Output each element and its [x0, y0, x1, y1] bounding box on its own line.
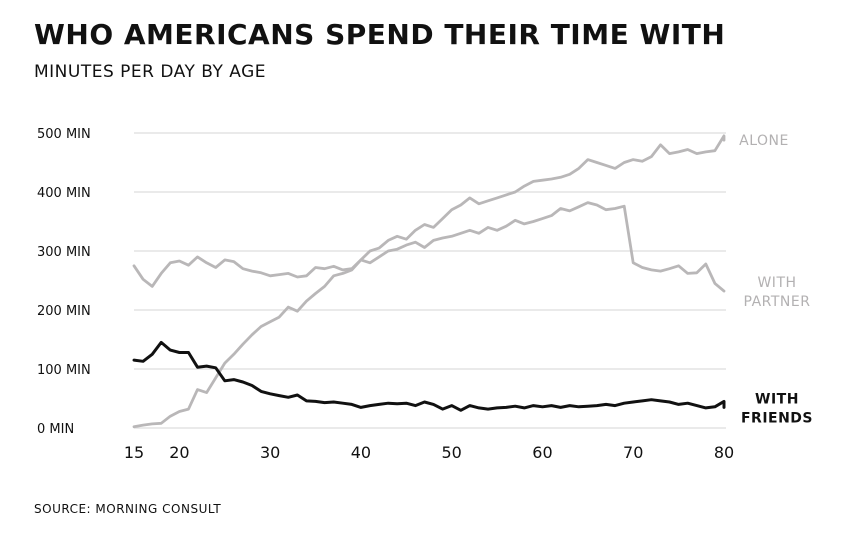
series-line-alone	[132, 134, 726, 429]
series-label: WITH	[755, 391, 799, 407]
x-tick-label: 60	[532, 443, 552, 462]
chart-title: WHO AMERICANS SPEND THEIR TIME WITH	[34, 18, 726, 51]
source-note: SOURCE: MORNING CONSULT	[34, 502, 222, 516]
series-label: PARTNER	[744, 294, 811, 310]
x-tick-label: 80	[714, 443, 734, 462]
x-tick-label: 30	[260, 443, 280, 462]
y-tick-label: 0 MIN	[37, 422, 74, 437]
x-tick-label: 20	[169, 443, 189, 462]
series-lines	[132, 134, 726, 429]
series-label: ALONE	[739, 133, 789, 149]
gridlines	[134, 132, 726, 429]
x-tick-label: 15	[124, 443, 144, 462]
y-tick-label: 300 MIN	[37, 245, 91, 260]
y-tick-label: 400 MIN	[37, 186, 91, 201]
series-line-with-partner	[132, 201, 726, 293]
y-axis-labels: 0 MIN 100 MIN 200 MIN 300 MIN 400 MIN 500 MIN	[37, 127, 91, 437]
series-label: WITH	[757, 275, 796, 291]
y-tick-label: 200 MIN	[37, 304, 91, 319]
x-tick-label: 70	[623, 443, 643, 462]
chart-subtitle: MINUTES PER DAY BY AGE	[34, 62, 267, 82]
series-label: FRIENDS	[741, 410, 813, 426]
y-tick-label: 100 MIN	[37, 363, 91, 378]
x-tick-label: 40	[351, 443, 371, 462]
x-tick-label: 50	[442, 443, 462, 462]
y-tick-label: 500 MIN	[37, 127, 91, 142]
series-labels: ALONE WITH PARTNER WITH FRIENDS	[739, 133, 813, 426]
series-line-with-friends	[132, 340, 726, 412]
x-axis-labels: 15 20 30 40 50 60 70 80	[124, 443, 734, 462]
